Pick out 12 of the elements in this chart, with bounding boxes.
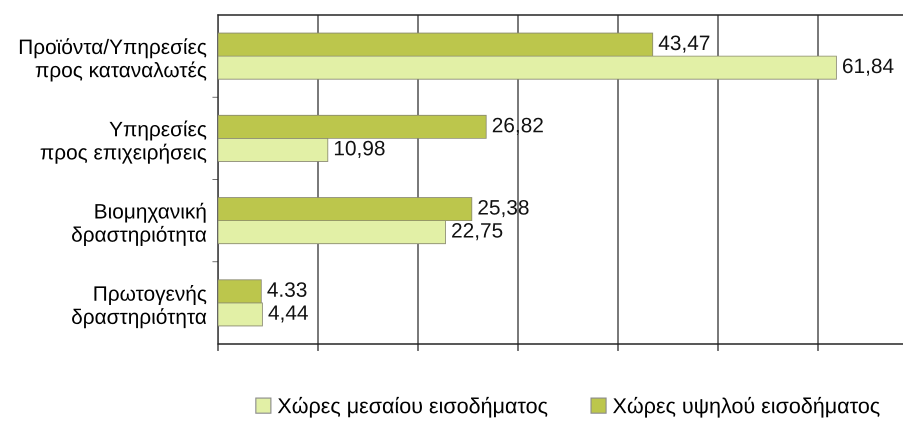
y-tick-label: Βιομηχανική δραστηριότητα (72, 202, 206, 246)
data-label: 61,84 (843, 58, 894, 76)
y-tick-label: Πρωτογενής δραστηριότητα (72, 285, 206, 328)
y-tick-label: Προϊόντα/Υπηρεσίες προς καταναλωτές (20, 38, 206, 82)
legend-label: Χώρες υψηλού εισοδήματος (613, 396, 880, 418)
data-label: 43,47 (658, 35, 710, 53)
data-label: 10,98 (334, 140, 385, 158)
y-tick-label: Υπηρεσίες προς επιχειρήσεις (40, 120, 206, 164)
data-label: 4.33 (267, 282, 306, 297)
data-label: 22,75 (452, 222, 502, 240)
data-label: 4,44 (268, 305, 308, 322)
legend-label: Χώρες μεσαίου εισοδήματος (278, 396, 548, 418)
